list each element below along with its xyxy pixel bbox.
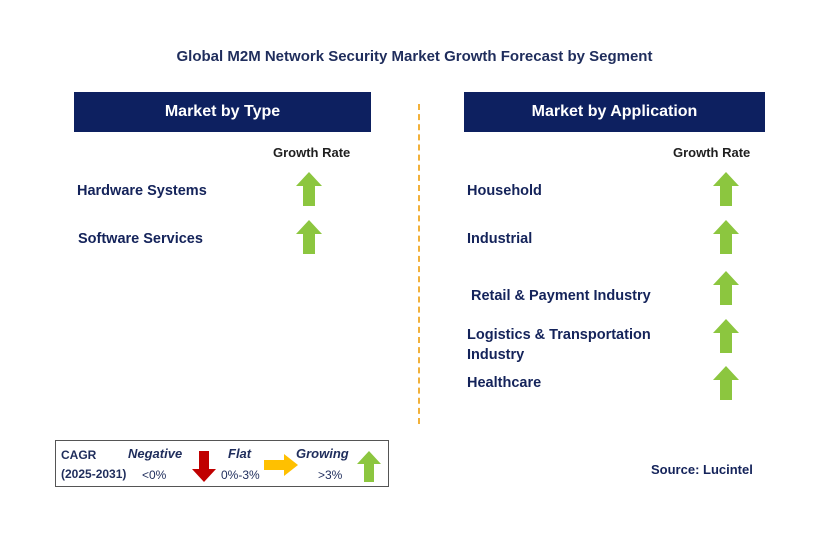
- growing-arrow-icon: [713, 220, 739, 254]
- growing-arrow-icon: [296, 220, 322, 254]
- legend-growing-label: Growing: [296, 446, 349, 461]
- application-growth-rate-header: Growth Rate: [673, 145, 751, 160]
- legend-box: [55, 440, 389, 487]
- type-item-hardware-systems: Hardware Systems: [77, 183, 207, 199]
- legend-cagr-label: CAGR: [61, 448, 97, 462]
- legend-flat-label: Flat: [228, 446, 252, 461]
- growing-arrow-icon: [713, 366, 739, 400]
- flat-arrow-icon: [264, 454, 298, 476]
- application-item-healthcare: Healthcare: [467, 375, 542, 391]
- panel-divider: [418, 104, 420, 424]
- growing-arrow-icon: [713, 271, 739, 305]
- type-growth-rate-header: Growth Rate: [273, 145, 351, 160]
- application-item-logistics-transportation: Logistics & Transportation Industry: [467, 327, 651, 363]
- type-item-software-services: Software Services: [78, 231, 203, 247]
- type-panel-header: Market by Type: [74, 92, 371, 132]
- growing-arrow-icon: [713, 319, 739, 353]
- application-item-household: Household: [467, 183, 542, 199]
- chart-title: Global M2M Network Security Market Growt…: [176, 48, 653, 65]
- legend-growing-range: >3%: [318, 468, 343, 482]
- legend-period: (2025-2031): [61, 467, 127, 481]
- application-item-retail-payment: Retail & Payment Industry: [471, 288, 651, 304]
- growing-arrow-icon: [357, 451, 381, 482]
- source-label: Source: Lucintel: [651, 462, 753, 477]
- application-item-industrial: Industrial: [467, 231, 533, 247]
- legend-flat-range: 0%-3%: [221, 468, 260, 482]
- application-panel-header: Market by Application: [464, 92, 765, 132]
- legend-negative-label: Negative: [128, 446, 183, 461]
- growing-arrow-icon: [296, 172, 322, 206]
- legend-negative-range: <0%: [142, 468, 167, 482]
- negative-arrow-icon: [192, 451, 216, 482]
- growing-arrow-icon: [713, 172, 739, 206]
